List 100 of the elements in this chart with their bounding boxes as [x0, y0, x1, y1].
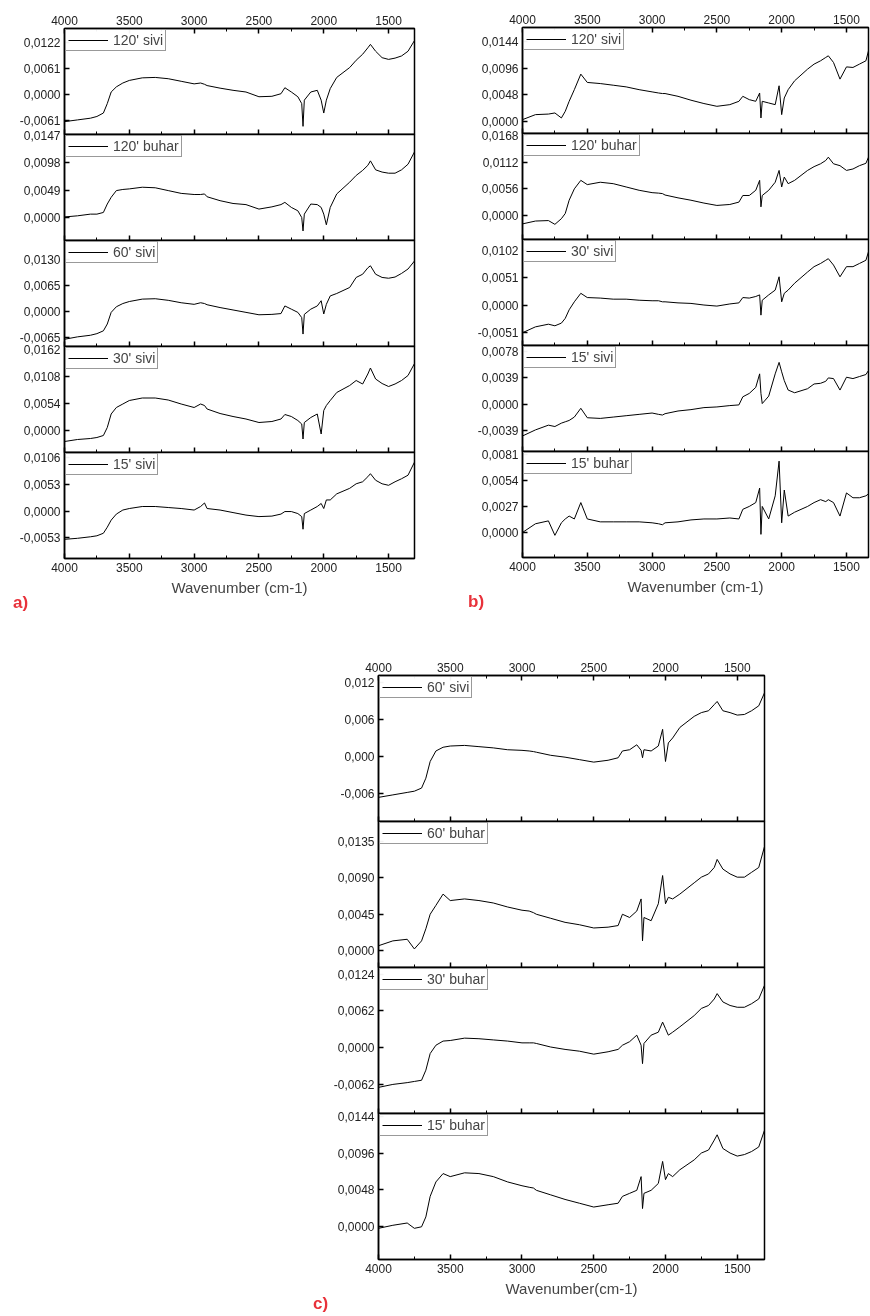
x2-tick-label: 4000: [365, 660, 393, 675]
x-tick-label: 4000: [51, 560, 79, 575]
x2-tick-label: 4000: [509, 12, 537, 27]
x-tick-label: 2500: [703, 559, 731, 574]
x-tick-label: 4000: [509, 559, 537, 574]
y-tick-label: 0,0168: [481, 129, 519, 144]
x2-tick-label: 3500: [436, 660, 464, 675]
y-tick-label: 0,0096: [481, 61, 519, 76]
y-tick-label: 0,0048: [337, 1183, 375, 1198]
x2-tick-label: 1500: [375, 13, 403, 28]
y-tick-label: 0,0000: [23, 423, 61, 438]
x2-tick-label: 1500: [723, 660, 751, 675]
y-tick-label: 0,0098: [23, 156, 61, 171]
y-tick-label: -0,0062: [333, 1077, 375, 1092]
y-tick-label: 0,0000: [337, 1219, 375, 1234]
legend-label: 15' buhar: [571, 455, 629, 471]
legend-label: 60' buhar: [427, 825, 485, 841]
y-tick-label: 0,0090: [337, 871, 375, 886]
y-tick-label: 0,0027: [481, 499, 519, 514]
y-tick-label: 0,0000: [23, 211, 61, 226]
x-tick-label: 1500: [833, 559, 861, 574]
x2-tick-label: 1500: [833, 12, 861, 27]
x-tick-label: 1500: [375, 560, 403, 575]
x-axis-title: Wavenumber (cm-1): [627, 577, 764, 595]
y-tick-label: 0,0122: [23, 35, 61, 50]
y-tick-label: -0,0051: [477, 325, 519, 340]
legend-label: 15' sivi: [113, 456, 156, 472]
x-tick-label: 2500: [580, 1261, 608, 1276]
y-tick-label: 0,0147: [23, 128, 61, 143]
y-tick-label: 0,0130: [23, 252, 61, 267]
x2-tick-label: 3500: [115, 13, 143, 28]
legend-label: 120' buhar: [571, 137, 637, 153]
x2-tick-label: 2000: [768, 12, 796, 27]
y-tick-label: 0,0108: [23, 369, 61, 384]
y-tick-label: 0,0000: [481, 298, 519, 313]
y-tick-label: 0,0054: [23, 396, 61, 411]
y-tick-label: 0,0096: [337, 1146, 375, 1161]
x2-tick-label: 3000: [638, 12, 666, 27]
y-tick-label: -0,0061: [19, 114, 61, 129]
x-axis-title: Wavenumber (cm-1): [171, 578, 308, 596]
legend-label: 120' buhar: [113, 138, 179, 154]
x-tick-label: 3500: [573, 559, 601, 574]
y-tick-label: 0,0078: [481, 345, 519, 360]
x2-tick-label: 3000: [180, 13, 208, 28]
x-tick-label: 2000: [310, 560, 338, 575]
y-tick-label: 0,0106: [23, 451, 61, 466]
y-tick-label: 0,0000: [23, 504, 61, 519]
x-tick-label: 3500: [436, 1261, 464, 1276]
y-tick-label: 0,0000: [481, 525, 519, 540]
y-tick-label: 0,0056: [481, 182, 519, 197]
y-tick-label: 0,0049: [23, 183, 61, 198]
text: b): [468, 591, 485, 613]
y-tick-label: -0,006: [340, 787, 375, 802]
y-tick-label: 0,000: [344, 750, 375, 765]
x-axis-title: Wavenumber(cm-1): [505, 1279, 638, 1297]
x-tick-label: 2000: [768, 559, 796, 574]
x-tick-label: 2000: [652, 1261, 680, 1276]
y-tick-label: 0,0000: [481, 208, 519, 223]
y-tick-label: 0,0000: [337, 944, 375, 959]
y-tick-label: 0,0144: [337, 1110, 375, 1125]
legend-label: 120' sivi: [113, 32, 164, 48]
x2-tick-label: 3500: [573, 12, 601, 27]
y-tick-label: 0,0000: [481, 114, 519, 129]
y-tick-label: 0,0112: [482, 155, 519, 170]
y-tick-label: 0,0124: [337, 967, 375, 982]
legend-label: 30' buhar: [427, 971, 485, 987]
y-tick-label: 0,0000: [481, 397, 519, 412]
x-tick-label: 1500: [723, 1261, 751, 1276]
legend-label: 15' buhar: [427, 1117, 485, 1133]
y-tick-label: -0,0039: [477, 424, 519, 439]
y-tick-label: 0,0039: [481, 371, 519, 386]
y-tick-label: 0,0081: [481, 447, 519, 462]
y-tick-label: 0,0061: [23, 61, 61, 76]
x-tick-label: 2500: [245, 560, 273, 575]
legend-label: 30' sivi: [113, 350, 156, 366]
x-tick-label: 4000: [365, 1261, 393, 1276]
y-tick-label: 0,0051: [481, 271, 519, 286]
y-tick-label: 0,0135: [337, 835, 375, 850]
y-tick-label: 0,0000: [23, 88, 61, 103]
text: c): [313, 1293, 329, 1315]
x-tick-label: 3000: [638, 559, 666, 574]
x-tick-label: 3000: [180, 560, 208, 575]
y-tick-label: 0,0102: [481, 244, 519, 259]
y-tick-label: 0,012: [344, 675, 375, 690]
legend-label: 30' sivi: [571, 243, 614, 259]
x2-tick-label: 2500: [580, 660, 608, 675]
y-tick-label: 0,0000: [23, 305, 61, 320]
y-tick-label: 0,0053: [23, 477, 61, 492]
text: a): [13, 592, 29, 614]
x2-tick-label: 2500: [245, 13, 273, 28]
legend-label: 60' sivi: [427, 679, 470, 695]
y-tick-label: 0,0062: [337, 1004, 375, 1019]
x2-tick-label: 2500: [703, 12, 731, 27]
x2-tick-label: 4000: [51, 13, 79, 28]
y-tick-label: 0,0144: [481, 34, 519, 49]
x2-tick-label: 2000: [310, 13, 338, 28]
y-tick-label: 0,0065: [23, 278, 61, 293]
y-tick-label: 0,006: [344, 712, 375, 727]
x2-tick-label: 2000: [652, 660, 680, 675]
legend-label: 120' sivi: [571, 31, 622, 47]
